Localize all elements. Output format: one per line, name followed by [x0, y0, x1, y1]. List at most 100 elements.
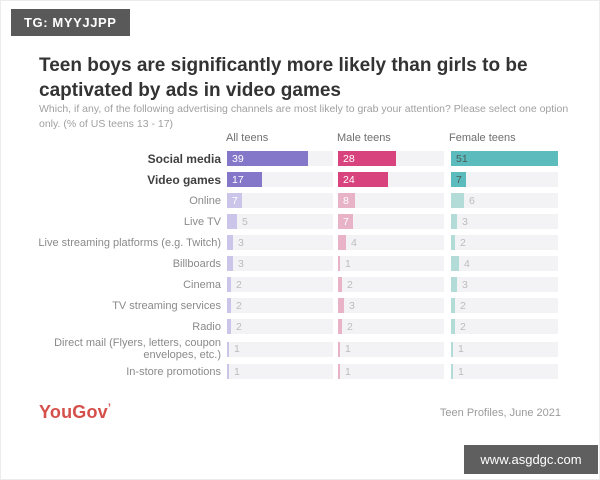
bar-fill	[451, 193, 464, 208]
row-label: Cinema	[183, 278, 221, 291]
bar-fill	[227, 364, 229, 379]
bar-fill	[227, 151, 308, 166]
bar-value-label: 2	[236, 299, 242, 312]
bar-fill	[227, 235, 233, 250]
chart-row: Direct mail (Flyers, letters, coupon env…	[37, 337, 565, 361]
bar-fill	[451, 364, 453, 379]
bar-value-label: 1	[345, 365, 351, 378]
bar-fill	[338, 319, 342, 334]
bar-fill	[227, 319, 231, 334]
chart-row: Live streaming platforms (e.g. Twitch) 3 4…	[37, 232, 565, 253]
bar-track: 2	[451, 319, 558, 334]
bar-value-label: 17	[232, 173, 244, 186]
chart-row: In-store promotions 1 1 1	[37, 361, 565, 382]
bar-fill	[451, 256, 459, 271]
watermark-badge: www.asgdgc.com	[464, 445, 598, 474]
bar-fill	[451, 277, 457, 292]
bar-fill	[338, 277, 342, 292]
bar-fill	[451, 341, 453, 357]
bar-fill	[338, 256, 340, 271]
chart-row: Live TV 5 7 3	[37, 211, 565, 232]
bar-track: 1	[338, 364, 444, 379]
bar-fill	[338, 364, 340, 379]
tag-badge: TG: MYYJJPP	[11, 9, 130, 36]
bar-track: 7	[451, 172, 558, 187]
bar-fill	[338, 298, 344, 313]
bar-track: 3	[338, 298, 444, 313]
row-label: TV streaming services	[112, 299, 221, 312]
bar-track: 8	[338, 193, 444, 208]
bar-fill	[451, 151, 558, 166]
bar-track: 3	[451, 277, 558, 292]
bar-track: 2	[227, 277, 333, 292]
bar-fill	[338, 193, 355, 208]
bar-fill	[451, 319, 455, 334]
bar-track: 2	[338, 319, 444, 334]
bar-value-label: 4	[464, 257, 470, 270]
bar-fill	[451, 235, 455, 250]
bar-track: 2	[451, 298, 558, 313]
bar-fill	[227, 341, 229, 357]
bar-value-label: 39	[232, 152, 244, 165]
row-label: Social media	[147, 151, 221, 166]
bar-track: 39	[227, 151, 333, 166]
row-label: Radio	[192, 320, 221, 333]
row-label: Online	[189, 194, 221, 207]
bar-chart: Social media 39 28 51 Video games 17 24 7 Online…	[37, 148, 565, 382]
bar-value-label: 3	[462, 278, 468, 291]
row-label: Live streaming platforms (e.g. Twitch)	[38, 236, 221, 249]
bar-track: 2	[227, 319, 333, 334]
chart-row: Radio 2 2 2	[37, 316, 565, 337]
bar-track: 5	[227, 214, 333, 229]
chart-row: Cinema 2 2 3	[37, 274, 565, 295]
bar-value-label: 6	[469, 194, 475, 207]
column-header-all-teens: All teens	[226, 132, 269, 144]
bar-fill	[338, 341, 340, 357]
bar-fill	[338, 151, 396, 166]
row-label: Direct mail (Flyers, letters, coupon env…	[54, 337, 221, 361]
row-label: Billboards	[172, 257, 221, 270]
bar-track: 1	[451, 364, 558, 379]
bar-track: 7	[227, 193, 333, 208]
row-label: In-store promotions	[126, 365, 221, 378]
bar-fill	[338, 214, 353, 229]
chart-row: Online 7 8 6	[37, 190, 565, 211]
bar-track: 3	[227, 256, 333, 271]
bar-track: 2	[338, 277, 444, 292]
chart-row: Video games 17 24 7	[37, 169, 565, 190]
bar-fill	[227, 277, 231, 292]
row-label: Live TV	[183, 215, 221, 228]
bar-value-label: 1	[458, 365, 464, 378]
bar-track: 3	[451, 214, 558, 229]
column-header-female-teens: Female teens	[449, 132, 516, 144]
chart-row: TV streaming services 2 3 2	[37, 295, 565, 316]
bar-value-label: 7	[456, 173, 462, 186]
bar-fill	[227, 172, 262, 187]
bar-track: 24	[338, 172, 444, 187]
bar-track: 7	[338, 214, 444, 229]
bar-track: 4	[451, 256, 558, 271]
bar-value-label: 4	[351, 236, 357, 249]
bar-value-label: 2	[460, 299, 466, 312]
bar-value-label: 2	[236, 320, 242, 333]
bar-value-label: 2	[347, 320, 353, 333]
bar-value-label: 1	[234, 365, 240, 378]
bar-value-label: 3	[238, 236, 244, 249]
bar-value-label: 2	[460, 236, 466, 249]
bar-track: 1	[338, 256, 444, 271]
bar-track: 2	[451, 235, 558, 250]
bar-fill	[227, 298, 231, 313]
bar-track: 1	[338, 341, 444, 357]
bar-value-label: 8	[343, 194, 349, 207]
bar-track: 6	[451, 193, 558, 208]
bar-fill	[227, 256, 233, 271]
chart-row: Social media 39 28 51	[37, 148, 565, 169]
chart-title: Teen boys are significantly more likely …	[39, 55, 528, 101]
bar-fill	[227, 214, 237, 229]
bar-value-label: 2	[236, 278, 242, 291]
bar-value-label: 3	[462, 215, 468, 228]
column-header-male-teens: Male teens	[337, 132, 391, 144]
bar-value-label: 2	[460, 320, 466, 333]
bar-fill	[227, 193, 242, 208]
